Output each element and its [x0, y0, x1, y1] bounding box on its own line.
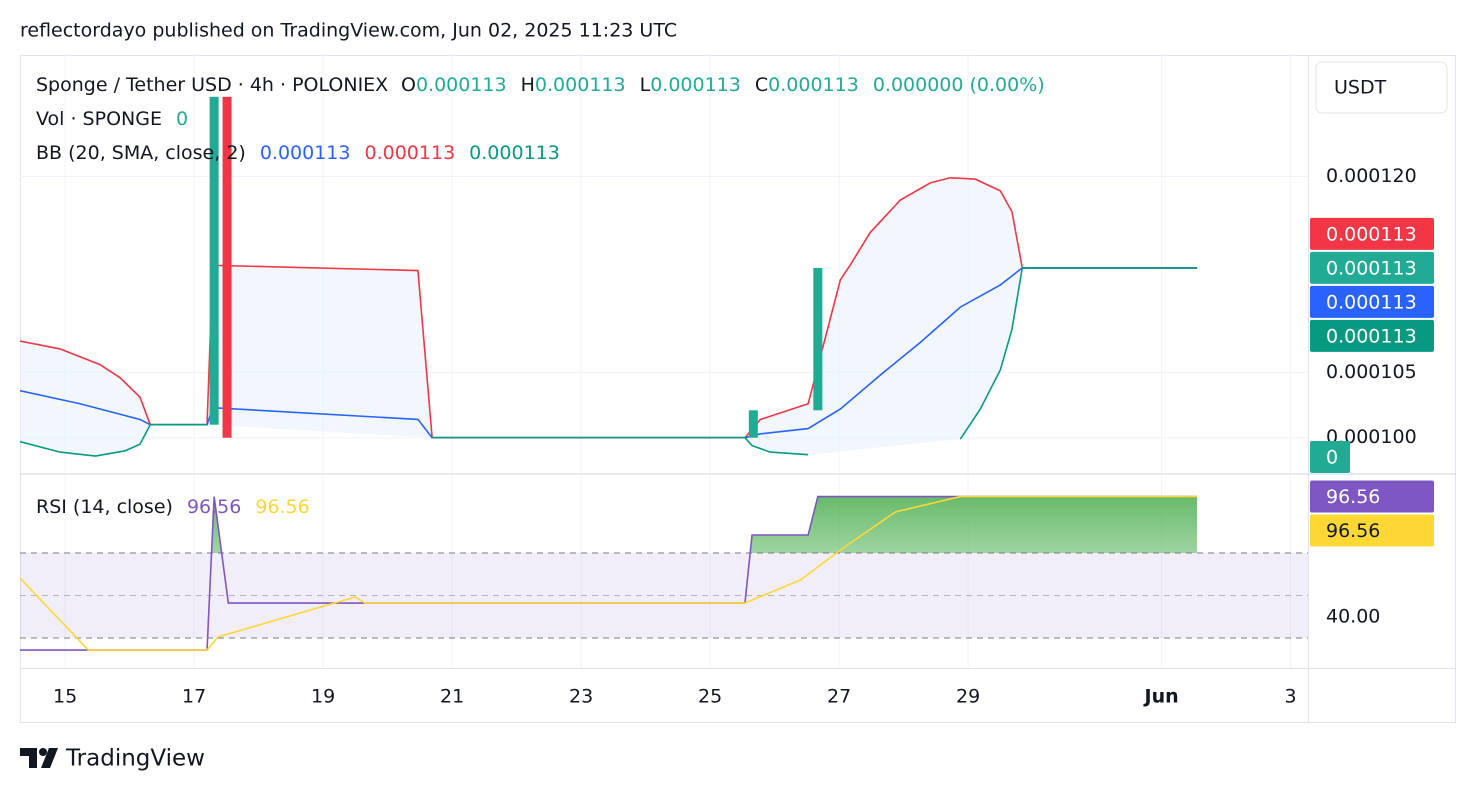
legend-text: C [755, 74, 768, 96]
candle [222, 96, 232, 438]
legend-row: Vol · SPONGE 0 [36, 108, 188, 130]
price-label-box [1310, 251, 1434, 284]
x-tick-label: Jun [1143, 686, 1179, 708]
legend-text: 0.000113 [365, 142, 456, 164]
price-label: 0.000113 [1326, 325, 1417, 347]
legend-row: RSI (14, close) 96.56 96.56 [36, 496, 310, 518]
legend-text: 0 [176, 108, 188, 130]
legend-text: 0.000113 [469, 142, 560, 164]
candle [748, 410, 758, 438]
legend-text: Sponge / Tether USD · 4h · POLONIEX [36, 74, 388, 96]
legend-text: Vol · SPONGE [36, 108, 162, 130]
publisher: reflectordayo published on TradingView.c… [20, 20, 677, 42]
band-fill [20, 177, 1198, 457]
legend-text: 0.000113 [260, 142, 351, 164]
legend-text: 0.000113 [535, 74, 626, 96]
x-tick-label: 17 [182, 686, 206, 708]
volume-label: 0 [1326, 447, 1338, 469]
x-tick-label: 21 [440, 686, 464, 708]
y-tick-label: 40.00 [1326, 605, 1380, 627]
legend-text: O [401, 74, 416, 96]
currency-button[interactable] [1315, 61, 1448, 114]
price-label-box [1310, 285, 1434, 318]
legend-text: 0.000113 [650, 74, 741, 96]
candle [813, 267, 823, 411]
legend-text: L [640, 74, 651, 96]
y-tick-label: 0.000120 [1326, 165, 1417, 187]
brand-logo [20, 748, 58, 768]
price-label-box [1310, 319, 1434, 352]
volume-label-box [1310, 441, 1350, 473]
price-label-box [1310, 480, 1434, 513]
legend-row: Sponge / Tether USD · 4h · POLONIEX O0.00… [36, 74, 1045, 96]
currency[interactable]: USDT [1334, 77, 1387, 99]
price-label: 96.56 [1326, 486, 1380, 508]
x-tick-label: 19 [311, 686, 335, 708]
legend-text: RSI (14, close) [36, 496, 173, 518]
candle [209, 96, 219, 425]
series-line [20, 267, 1198, 457]
legend-text: 0.000000 (0.00%) [873, 74, 1045, 96]
x-tick-label: 15 [53, 686, 77, 708]
x-tick-label: 25 [698, 686, 722, 708]
x-tick-label: 27 [827, 686, 851, 708]
price-label: 0.000113 [1326, 223, 1417, 245]
legend-row: BB (20, SMA, close, 2) 0.000113 0.000113 0.… [36, 142, 560, 164]
series-line [20, 267, 1198, 439]
price-label-box [1310, 514, 1434, 547]
legend-text: BB (20, SMA, close, 2) [36, 142, 246, 164]
series-line [20, 495, 1198, 651]
legend-text: 0.000113 [768, 74, 859, 96]
legend-text: 96.56 [255, 496, 309, 518]
legend-text: H [521, 74, 535, 96]
y-tick-label: 0.000105 [1326, 361, 1417, 383]
price-label-box [1310, 217, 1434, 250]
x-tick-label: 29 [956, 686, 980, 708]
price-label: 96.56 [1326, 520, 1380, 542]
x-tick-label: 23 [569, 686, 593, 708]
series-line [20, 176, 1198, 439]
legend-text: 96.56 [187, 496, 241, 518]
price-label: 0.000113 [1326, 291, 1417, 313]
x-tick-label: 3 [1285, 686, 1297, 708]
brand: TradingView [65, 746, 205, 772]
price-label: 0.000113 [1326, 257, 1417, 279]
legend-text: 0.000113 [416, 74, 507, 96]
